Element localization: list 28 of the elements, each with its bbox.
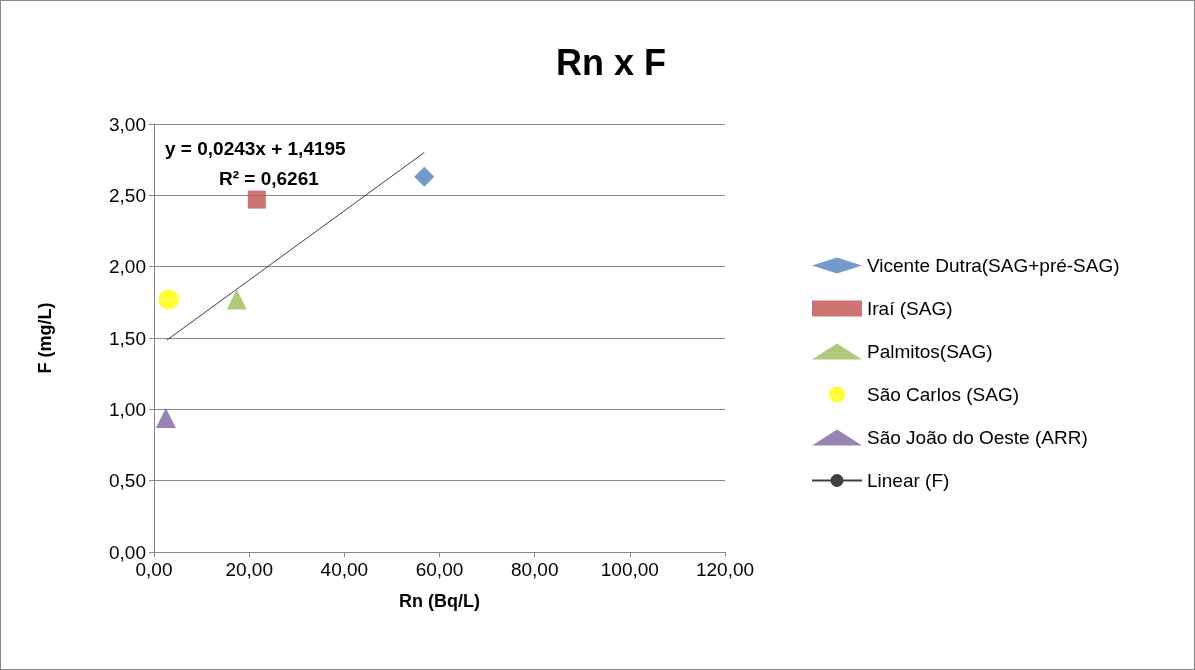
x-tick-label: 120,00	[695, 559, 755, 580]
y-tick-label: 2,50	[109, 184, 146, 206]
x-axis-title: Rn (Bq/L)	[399, 591, 480, 611]
legend-label: São Carlos (SAG)	[867, 384, 1020, 405]
point	[226, 289, 247, 310]
point	[247, 190, 266, 209]
y-tick-label: 1,50	[109, 327, 146, 349]
chart-title: Rn x F	[555, 41, 667, 83]
x-tick-label: 40,00	[320, 559, 369, 580]
y-tick-label: 2,00	[109, 256, 146, 278]
y-tick-label: 0,50	[109, 470, 146, 492]
x-tick-label: 20,00	[225, 559, 273, 580]
legend-label: Vicente Dutra(SAG+pré-SAG)	[867, 255, 1120, 276]
legend-label: Palmitos(SAG)	[867, 341, 993, 362]
annotation: y = 0,0243x + 1,4195	[165, 138, 347, 159]
legend-label: São João do Oeste (ARR)	[867, 427, 1088, 448]
point	[158, 289, 179, 310]
legend-label: Linear (F)	[867, 470, 950, 491]
x-tick-label: 100,00	[600, 559, 659, 580]
legend-label: Iraí (SAG)	[867, 298, 953, 319]
y-tick-label: 3,00	[109, 113, 146, 135]
x-tick-label: 80,00	[510, 559, 559, 580]
x-tick-label: 60,00	[415, 559, 464, 580]
annotation: R² = 0,6261	[219, 168, 320, 189]
point	[414, 166, 435, 187]
point	[155, 407, 176, 428]
y-tick-label: 1,00	[109, 398, 146, 420]
y-axis-title: F (mg/L)	[35, 302, 55, 374]
